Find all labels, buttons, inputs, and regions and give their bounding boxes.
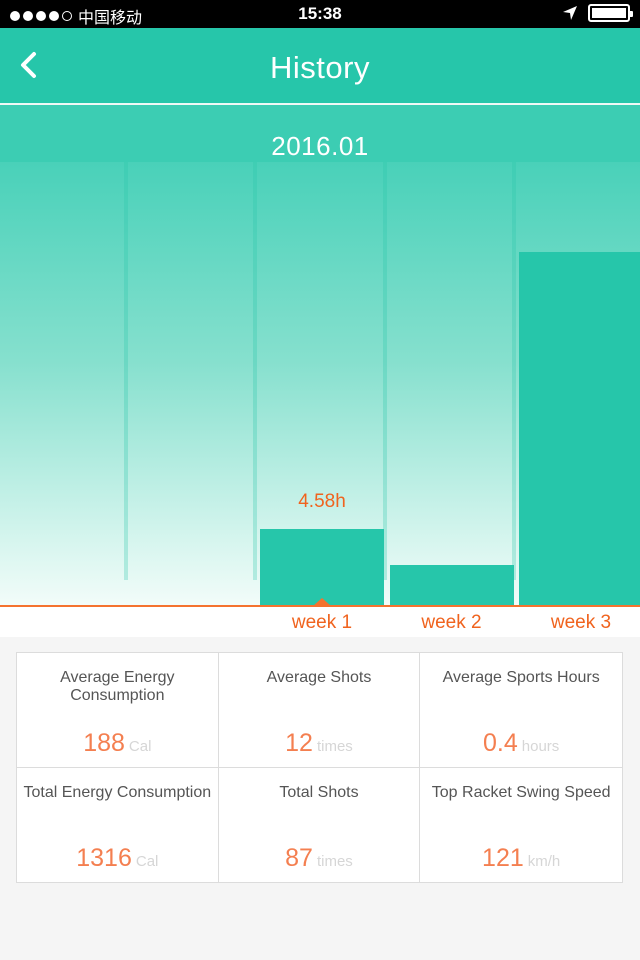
month-header: 2016.01	[0, 105, 640, 162]
stat-cell: Average Sports Hours 0.4 hours	[420, 653, 622, 768]
stat-cell: Top Racket Swing Speed 121 km/h	[420, 768, 622, 883]
stat-label: Average Shots	[266, 669, 372, 686]
stat-label: Total Energy Consumption	[23, 783, 212, 801]
carrier-name: 中国移动	[78, 10, 143, 27]
stat-unit: Cal	[135, 852, 159, 870]
chart-bar[interactable]	[389, 565, 514, 605]
battery-icon	[588, 4, 633, 22]
chevron-left-icon	[21, 52, 36, 78]
chart-column-separator	[123, 162, 128, 580]
stat-cell: Average Shots 12 times	[218, 653, 421, 768]
location-arrow-icon	[563, 6, 577, 20]
stat-label: Average Sports Hours	[442, 669, 600, 686]
chart-week-label[interactable]: week 1	[291, 612, 353, 633]
chart-bar[interactable]	[260, 529, 384, 605]
stat-unit: Cal	[128, 738, 152, 755]
chart-column-separator	[253, 162, 257, 580]
stat-unit: km/h	[527, 852, 561, 870]
stat-unit: hours	[521, 738, 560, 755]
stat-value: 0.4 hours	[420, 729, 622, 758]
stat-value: 188 Cal	[17, 729, 218, 758]
selected-bar-pointer-icon	[313, 598, 331, 606]
signal-strength-icon	[10, 11, 72, 21]
stat-number: 0.4	[483, 729, 518, 757]
chart-plot-area	[0, 162, 640, 605]
nav-bar: History	[0, 28, 640, 104]
stat-value: 12 times	[219, 729, 420, 758]
stat-label: Top Racket Swing Speed	[431, 783, 611, 801]
month-label[interactable]: 2016.01	[271, 131, 369, 161]
stat-cell: Average Energy Consumption 188 Cal	[17, 653, 219, 768]
stat-number: 1316	[76, 843, 132, 872]
stat-unit: times	[316, 852, 353, 870]
back-button[interactable]	[14, 50, 44, 80]
stat-cell: Total Shots 87 times	[219, 767, 421, 882]
chart-column-separator	[512, 162, 516, 580]
status-left: 中国移动	[10, 4, 142, 28]
stat-number: 121	[482, 843, 524, 872]
chart-week-label[interactable]: week 2	[421, 612, 482, 633]
stats-grid: Average Energy Consumption 188 Cal Average …	[16, 652, 623, 883]
stat-number: 12	[285, 729, 313, 757]
chart-baseline	[0, 605, 640, 607]
status-bar: 中国移动 15:38	[0, 0, 640, 28]
stat-value: 87 times	[219, 844, 420, 873]
status-time: 15:38	[298, 4, 342, 23]
history-chart: week 1 week 2 week 3 4.58h	[0, 162, 640, 637]
stat-label: Total Shots	[279, 783, 359, 801]
selected-bar-value-label: 4.58h	[298, 491, 346, 512]
stat-value: 121 km/h	[420, 844, 622, 873]
chart-column-separator	[382, 162, 387, 580]
chart-bar[interactable]	[519, 252, 640, 605]
stat-label: Average Energy Consumption	[60, 669, 175, 704]
stat-number: 87	[285, 843, 313, 872]
stat-cell: Total Energy Consumption 1316 Cal	[17, 767, 219, 882]
chart-week-label[interactable]: week 3	[550, 612, 612, 633]
status-right	[562, 4, 633, 22]
stat-unit: times	[316, 738, 353, 755]
stat-number: 188	[83, 729, 125, 757]
stat-value: 1316 Cal	[17, 844, 218, 873]
page-title: History	[270, 50, 370, 85]
